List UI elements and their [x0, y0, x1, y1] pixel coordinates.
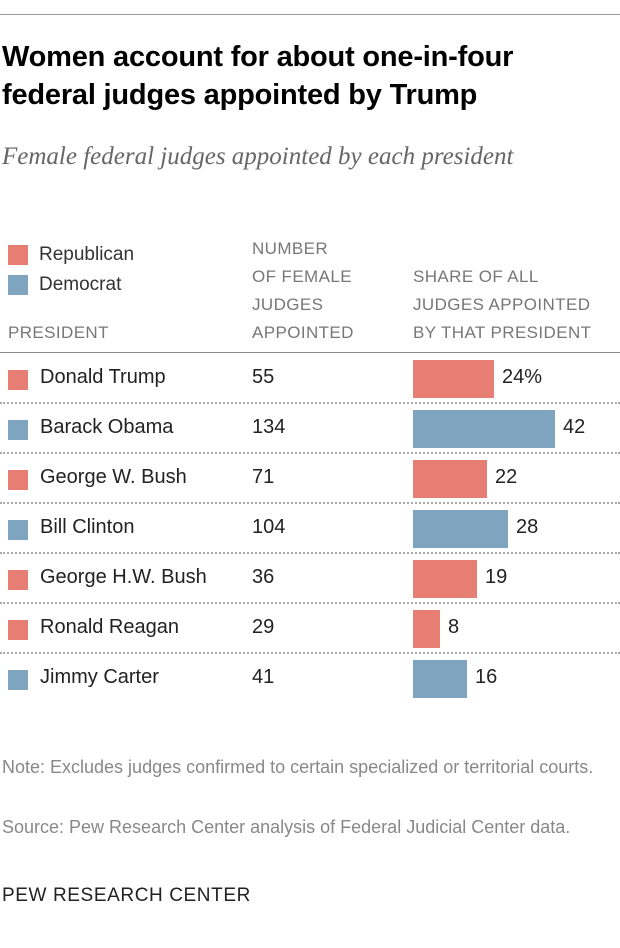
legend-democrat: Democrat	[8, 273, 121, 297]
president-name: Jimmy Carter	[40, 666, 159, 688]
party-swatch	[8, 670, 28, 690]
president-name: Bill Clinton	[40, 516, 135, 538]
share-label: 16	[475, 666, 498, 688]
party-swatch	[8, 570, 28, 590]
row-divider	[0, 452, 620, 454]
female-judge-count: 55	[252, 366, 275, 388]
row-divider	[0, 402, 620, 404]
share-bar	[413, 460, 487, 498]
share-label: 28	[516, 516, 539, 538]
header-rule	[0, 352, 620, 353]
president-name: Ronald Reagan	[40, 616, 179, 638]
header-president: PRESIDENT	[8, 323, 109, 342]
share-bar	[413, 610, 440, 648]
legend-label-republican: Republican	[39, 244, 135, 265]
row-divider	[0, 652, 620, 654]
share-bar	[413, 360, 494, 398]
president-name: George W. Bush	[40, 466, 187, 488]
table-row: Barack Obama 134 42	[0, 404, 620, 454]
legend-republican: Republican	[8, 243, 134, 267]
row-divider	[0, 602, 620, 604]
female-judge-count: 104	[252, 516, 286, 538]
female-judge-count: 36	[252, 566, 275, 588]
chart-note: Note: Excludes judges confirmed to certa…	[2, 757, 594, 777]
party-swatch	[8, 420, 28, 440]
table-row: Donald Trump 55 24%	[0, 354, 620, 404]
female-judge-count: 29	[252, 616, 275, 638]
chart-subtitle: Female federal judges appointed by each …	[2, 143, 514, 170]
share-bar	[413, 560, 477, 598]
female-judge-count: 71	[252, 466, 275, 488]
president-name: Donald Trump	[40, 366, 166, 388]
brand-label: PEW RESEARCH CENTER	[2, 885, 251, 906]
share-label: 24%	[502, 366, 543, 388]
row-divider	[0, 502, 620, 504]
party-swatch	[8, 620, 28, 640]
party-swatch	[8, 470, 28, 490]
header-count: NUMBER OF FEMALE JUDGES APPOINTED	[252, 239, 354, 342]
party-swatch	[8, 520, 28, 540]
row-divider	[0, 552, 620, 554]
share-bar	[413, 660, 467, 698]
president-name: George H.W. Bush	[40, 566, 207, 588]
share-label: 19	[485, 566, 508, 588]
female-judge-count: 134	[252, 416, 286, 438]
legend-label-democrat: Democrat	[39, 274, 122, 295]
chart-source: Source: Pew Research Center analysis of …	[2, 817, 571, 837]
share-bar	[413, 410, 555, 448]
top-rule	[0, 14, 620, 15]
share-bar	[413, 510, 508, 548]
party-swatch	[8, 370, 28, 390]
header-share: SHARE OF ALL JUDGES APPOINTED BY THAT PR…	[413, 267, 592, 342]
legend-swatch-republican	[8, 245, 28, 265]
table-row: Bill Clinton 104 28	[0, 504, 620, 554]
table-row: George H.W. Bush 36 19	[0, 554, 620, 604]
president-name: Barack Obama	[40, 416, 174, 438]
legend-swatch-democrat	[8, 275, 28, 295]
share-label: 22	[495, 466, 518, 488]
share-label: 42	[563, 416, 586, 438]
table-row: Jimmy Carter 41 16	[0, 654, 620, 704]
share-label: 8	[448, 616, 460, 638]
chart-title: Women account for about one-in-four fede…	[2, 41, 514, 111]
female-judge-count: 41	[252, 666, 275, 688]
table-row: George W. Bush 71 22	[0, 454, 620, 504]
table-row: Ronald Reagan 29 8	[0, 604, 620, 654]
